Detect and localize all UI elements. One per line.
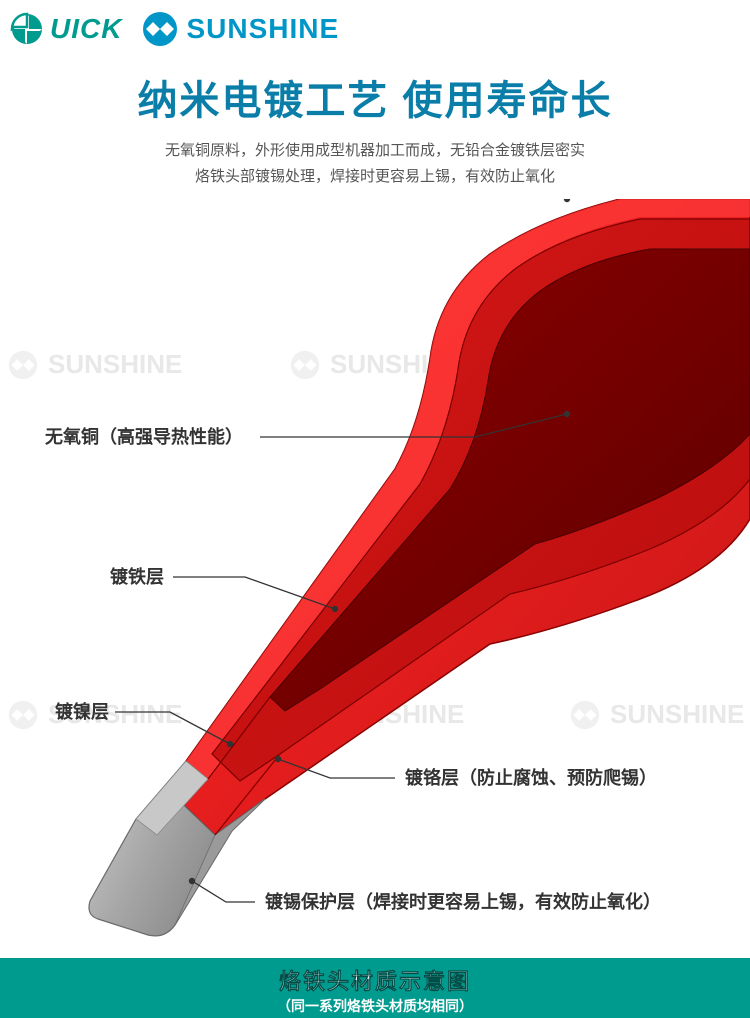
title-block: 纳米电镀工艺 使用寿命长 无氧铜原料，外形使用成型机器加工而成，无铅合金镀铁层密…: [0, 68, 750, 189]
quick-brand-text: UICK: [50, 13, 122, 45]
quick-logo: UICK: [10, 12, 122, 46]
sunshine-brand-text: SUNSHINE: [186, 13, 339, 45]
subtitle-line-2: 烙铁头部镀锡处理，焊接时更容易上锡，有效防止氧化: [0, 164, 750, 190]
label-tin: 镀锡保护层（焊接时更容易上锡，有效防止氧化）: [265, 888, 661, 914]
subtitle-line-1: 无氧铜原料，外形使用成型机器加工而成，无铅合金镀铁层密实: [0, 138, 750, 164]
leader-tin: [192, 881, 255, 902]
subtitle: 无氧铜原料，外形使用成型机器加工而成，无铅合金镀铁层密实 烙铁头部镀锡处理，焊接…: [0, 138, 750, 189]
label-chrome: 镀铬层（防止腐蚀、预防爬锡）: [405, 764, 657, 790]
sunshine-logo: SUNSHINE: [142, 11, 339, 47]
sunshine-icon: [142, 11, 178, 47]
label-core: 无氧铜（高强导热性能）: [45, 423, 243, 449]
quick-icon: [10, 12, 44, 46]
dot-core: [564, 199, 570, 202]
main-title: 纳米电镀工艺 使用寿命长: [0, 68, 750, 126]
footer-sub: （同一系列烙铁头材质均相同）: [0, 996, 750, 1016]
diagram: SUNSHINE SUNSHINE SUNSHINE SUNSHINE SUNS…: [0, 199, 750, 969]
label-nickel: 镀镍层: [55, 698, 109, 724]
label-iron: 镀铁层: [110, 563, 164, 589]
brand-header: UICK SUNSHINE: [0, 0, 750, 50]
